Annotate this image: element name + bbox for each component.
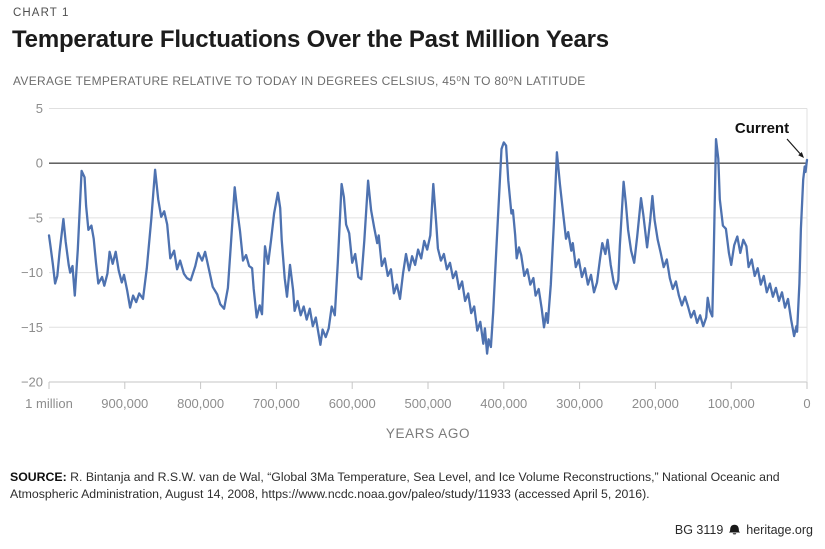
- x-tick-label: 400,000: [480, 396, 527, 411]
- chart-kicker: CHART 1: [13, 7, 70, 19]
- x-tick-label: 200,000: [632, 396, 679, 411]
- source-note: SOURCE: R. Bintanja and R.S.W. van de Wa…: [10, 469, 782, 503]
- x-tick-label: 900,000: [101, 396, 148, 411]
- y-tick-label: −15: [21, 320, 43, 335]
- source-text: R. Bintanja and R.S.W. van de Wal, “Glob…: [10, 470, 780, 501]
- x-tick-label: 1 million: [25, 396, 73, 411]
- temperature-series-line: [47, 137, 809, 355]
- y-tick-label: −20: [21, 375, 43, 390]
- y-tick-label: −10: [21, 265, 43, 280]
- x-tick-label: 100,000: [708, 396, 755, 411]
- source-label: SOURCE:: [10, 470, 67, 484]
- x-tick-label: 0: [803, 396, 810, 411]
- chart-subtitle: AVERAGE TEMPERATURE RELATIVE TO TODAY IN…: [13, 74, 586, 88]
- report-id: BG 3119: [674, 523, 724, 537]
- current-annotation-arrow-line: [786, 138, 801, 154]
- brand-name: heritage.org: [746, 523, 813, 537]
- x-tick-label: 300,000: [556, 396, 603, 411]
- footer-brand: BG 3119 heritage.org: [675, 523, 813, 537]
- x-axis-title: YEARS AGO: [386, 426, 470, 441]
- current-annotation-arrowhead: [798, 152, 804, 158]
- x-tick-label: 500,000: [405, 396, 452, 411]
- y-tick-label: 5: [36, 101, 43, 116]
- x-tick-label: 800,000: [177, 396, 224, 411]
- y-tick-label: 0: [36, 156, 43, 171]
- current-annotation-label: Current: [735, 120, 789, 137]
- page-title: Temperature Fluctuations Over the Past M…: [12, 26, 609, 53]
- y-tick-label: −5: [28, 210, 43, 225]
- x-tick-label: 700,000: [253, 396, 300, 411]
- liberty-bell-icon: [728, 524, 741, 536]
- x-tick-label: 600,000: [329, 396, 376, 411]
